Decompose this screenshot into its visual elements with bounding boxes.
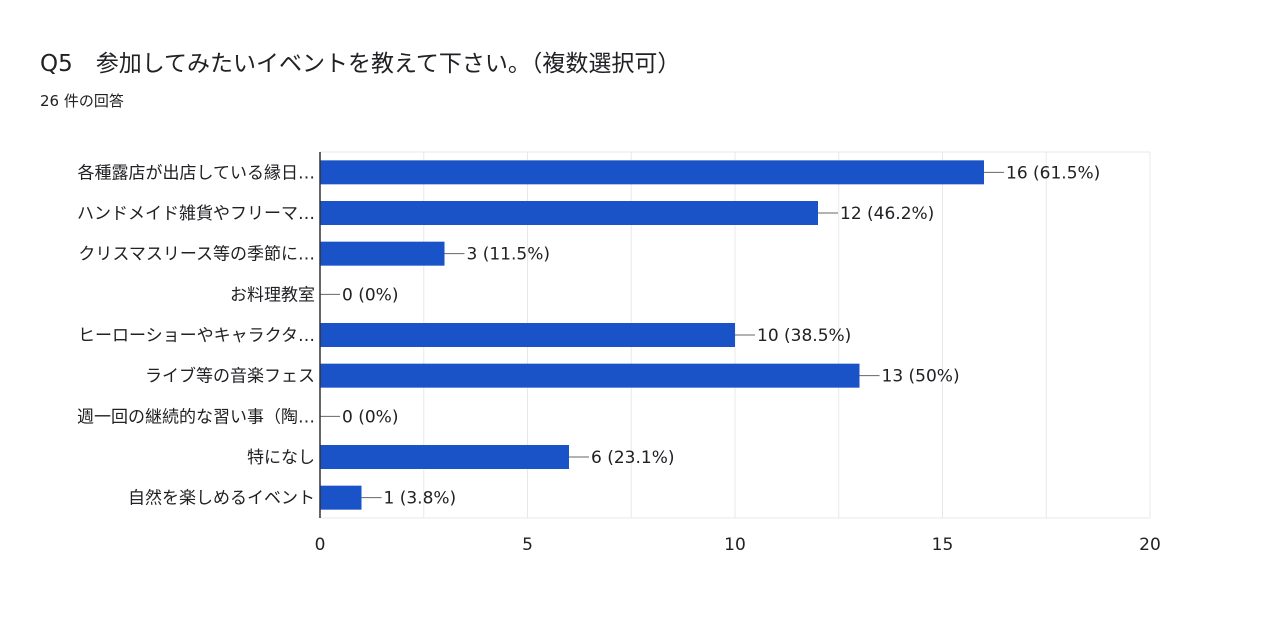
x-tick-label: 0 [315, 535, 326, 555]
category-label: 自然を楽しめるイベント [128, 489, 315, 509]
bar [320, 363, 860, 388]
category-label: 各種露店が出店している縁日… [78, 163, 316, 183]
category-label: 週一回の継続的な習い事（陶… [77, 407, 315, 427]
data-label: 0 (0%) [342, 285, 398, 305]
category-label: クリスマスリース等の季節に… [78, 245, 315, 265]
bars [320, 160, 984, 510]
bar [320, 241, 445, 266]
x-tick-label: 5 [522, 535, 533, 555]
category-label: お料理教室 [230, 285, 315, 305]
response-count: 26 件の回答 [40, 92, 124, 110]
category-labels: 各種露店が出店している縁日… ハンドメイド雑貨やフリーマ… クリスマスリース等の季節… [77, 163, 315, 508]
data-label: 0 (0%) [342, 407, 398, 427]
data-label: 16 (61.5%) [1006, 163, 1100, 183]
category-label: ハンドメイド雑貨やフリーマ… [77, 204, 315, 224]
bar [320, 485, 362, 510]
data-label: 12 (46.2%) [840, 204, 934, 224]
x-axis-ticks: 0 5 10 15 20 [315, 535, 1161, 555]
data-label: 10 (38.5%) [757, 326, 851, 346]
data-label: 6 (23.1%) [591, 448, 675, 468]
data-label: 1 (3.8%) [384, 489, 457, 509]
category-label: 特になし [247, 448, 315, 468]
category-label: ライブ等の音楽フェス [145, 366, 315, 387]
data-label: 3 (11.5%) [467, 245, 551, 265]
bar [320, 160, 984, 185]
bar [320, 201, 818, 225]
chart-title: Q5 参加してみたいイベントを教えて下さい。（複数選択可） [40, 51, 681, 77]
category-label: ヒーローショーやキャラクタ… [78, 326, 315, 346]
label-connectors [320, 171, 1004, 499]
x-tick-label: 10 [724, 535, 746, 555]
data-labels: 16 (61.5%) 12 (46.2%) 3 (11.5%) 0 (0%) 10 (3… [342, 163, 1100, 508]
data-label: 13 (50%) [882, 367, 960, 387]
x-tick-label: 20 [1139, 535, 1161, 555]
bar [320, 445, 569, 469]
bar [320, 323, 735, 347]
x-tick-label: 15 [932, 535, 954, 555]
